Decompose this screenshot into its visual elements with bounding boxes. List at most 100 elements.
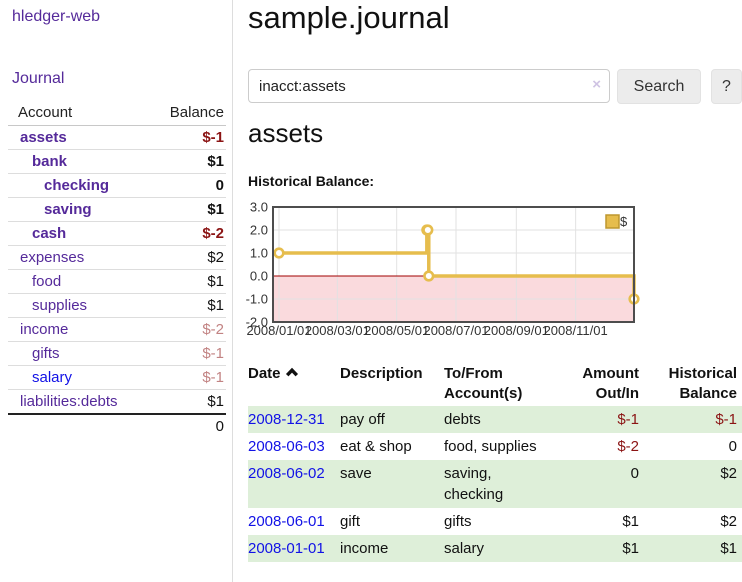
account-row: income $-2 xyxy=(8,317,226,342)
column-header-description: Description xyxy=(340,365,423,382)
transaction-accounts: food, supplies xyxy=(444,438,537,455)
accounts-table-header: Account Balance xyxy=(8,100,226,126)
transaction-description: income xyxy=(340,535,444,562)
accounts-header-balance: Balance xyxy=(144,100,226,126)
account-link-liabilities-debts[interactable]: liabilities:debts xyxy=(20,393,118,410)
page-title: sample.journal xyxy=(248,0,450,35)
transaction-description: eat & shop xyxy=(340,438,412,455)
transaction-accounts: gifts xyxy=(444,513,472,530)
account-row: expenses $2 xyxy=(8,245,226,270)
svg-text:$: $ xyxy=(620,214,628,229)
account-balance: $-1 xyxy=(144,341,226,366)
account-row: bank $1 xyxy=(8,149,226,174)
svg-text:0.0: 0.0 xyxy=(250,269,268,284)
account-link-cash[interactable]: cash xyxy=(32,225,67,242)
account-row: food $1 xyxy=(8,269,226,294)
transaction-accounts: debts xyxy=(444,406,557,433)
account-balance: $2 xyxy=(144,245,226,270)
account-balance: $-2 xyxy=(144,221,226,246)
account-row: salary $-1 xyxy=(8,365,226,390)
accounts-total-value: 0 xyxy=(8,413,226,438)
svg-text:2008/09/01: 2008/09/01 xyxy=(484,323,549,338)
transaction-date-link[interactable]: 2008-06-02 xyxy=(248,465,325,482)
accounts-table: Account Balance assets $-1 bank $1 checking 0… xyxy=(8,100,226,438)
account-balance: $1 xyxy=(144,293,226,318)
search-box: × xyxy=(248,69,610,103)
sidebar-item-journal[interactable]: Journal xyxy=(12,70,65,87)
account-balance: $-1 xyxy=(144,365,226,390)
accounts-total-row: 0 xyxy=(8,413,226,438)
account-link-assets[interactable]: assets xyxy=(20,129,67,146)
transaction-row: 2008-06-02 save saving, checking 0 $2 xyxy=(248,460,742,508)
transaction-balance: $1 xyxy=(644,535,742,562)
svg-text:-1.0: -1.0 xyxy=(246,292,268,307)
account-row: assets $-1 xyxy=(8,125,226,150)
account-balance: $1 xyxy=(144,197,226,222)
account-link-salary[interactable]: salary xyxy=(32,369,73,386)
column-header-date[interactable]: Date xyxy=(248,360,340,406)
account-link-expenses[interactable]: expenses xyxy=(20,249,85,266)
accounts-table-body: assets $-1 bank $1 checking 0 saving $1 cash $-2 e… xyxy=(8,125,226,415)
transaction-amount: $-1 xyxy=(557,406,644,433)
svg-text:3.0: 3.0 xyxy=(250,200,268,215)
search-input[interactable] xyxy=(248,69,610,103)
account-link-bank[interactable]: bank xyxy=(32,153,68,170)
account-row: supplies $1 xyxy=(8,293,226,318)
account-row: gifts $-1 xyxy=(8,341,226,366)
transaction-description: save xyxy=(340,460,444,508)
account-link-supplies[interactable]: supplies xyxy=(32,297,88,314)
transaction-date-link[interactable]: 2008-06-03 xyxy=(248,438,325,455)
account-balance: $-1 xyxy=(144,125,226,150)
transaction-amount: 0 xyxy=(557,460,644,508)
account-row: liabilities:debts $1 xyxy=(8,389,226,415)
account-link-income[interactable]: income xyxy=(20,321,69,338)
svg-text:2008/05/01: 2008/05/01 xyxy=(364,323,429,338)
account-balance: $1 xyxy=(144,149,226,174)
transaction-date-link[interactable]: 2008-12-31 xyxy=(248,411,325,428)
transaction-balance: 0 xyxy=(728,438,737,455)
account-link-food[interactable]: food xyxy=(32,273,62,290)
clear-search-icon[interactable]: × xyxy=(592,76,601,93)
chart-title: Historical Balance: xyxy=(248,173,375,189)
transaction-row: 2008-12-31 pay off debts $-1 $-1 xyxy=(248,406,742,433)
accounts-header-account: Account xyxy=(8,100,145,126)
transactions-table: Date Description To/From Account(s) Amou… xyxy=(248,360,742,562)
transaction-date-link[interactable]: 2008-06-01 xyxy=(248,513,325,530)
transaction-row: 2008-06-03 eat & shop food, supplies $-2 0 xyxy=(248,433,742,460)
app-brand-link[interactable]: hledger-web xyxy=(12,8,101,25)
account-row: saving $1 xyxy=(8,197,226,222)
transaction-accounts: saving, checking xyxy=(444,460,557,508)
account-link-checking[interactable]: checking xyxy=(44,177,110,194)
svg-text:2008/11/01: 2008/11/01 xyxy=(544,323,608,338)
account-balance: $1 xyxy=(144,389,226,415)
svg-text:2008/03/01: 2008/03/01 xyxy=(305,323,370,338)
account-balance: 0 xyxy=(144,173,226,198)
transaction-balance: $2 xyxy=(720,513,737,530)
transaction-date-link[interactable]: 2008-01-01 xyxy=(248,540,325,557)
column-header-date-label: Date xyxy=(248,365,281,382)
column-header-balance: Historical Balance xyxy=(668,365,737,402)
column-header-accounts: To/From Account(s) xyxy=(444,365,523,402)
transaction-amount: $-2 xyxy=(617,438,639,455)
svg-text:-2.0: -2.0 xyxy=(246,315,268,330)
svg-text:1.0: 1.0 xyxy=(250,246,268,261)
transactions-table-body: 2008-12-31 pay off debts $-1 $-1 2008-06-03 ea… xyxy=(248,406,742,562)
historical-balance-chart: $3.0 2.0 1.0 0.0 -1.0 -2.02008/01/012008/03/0… xyxy=(246,200,640,338)
svg-text:2.0: 2.0 xyxy=(250,223,268,238)
account-row: checking 0 xyxy=(8,173,226,198)
transaction-description: pay off xyxy=(340,406,444,433)
transaction-description: gift xyxy=(340,513,361,530)
help-button[interactable]: ? xyxy=(711,69,742,104)
account-link-gifts[interactable]: gifts xyxy=(32,345,60,362)
transaction-balance: $-1 xyxy=(644,406,742,433)
column-header-amount: Amount Out/In xyxy=(582,365,639,402)
transaction-row: 2008-06-01 gift gifts $1 $2 xyxy=(248,508,742,535)
account-link-saving[interactable]: saving xyxy=(44,201,92,218)
transaction-amount: $1 xyxy=(622,513,639,530)
transaction-accounts: salary xyxy=(444,535,557,562)
search-button[interactable]: Search xyxy=(617,69,701,104)
account-row: cash $-2 xyxy=(8,221,226,246)
account-balance: $-2 xyxy=(144,317,226,342)
svg-text:2008/01/01: 2008/01/01 xyxy=(246,323,311,338)
sidebar: hledger-web Journal Account Balance asse… xyxy=(0,0,233,582)
